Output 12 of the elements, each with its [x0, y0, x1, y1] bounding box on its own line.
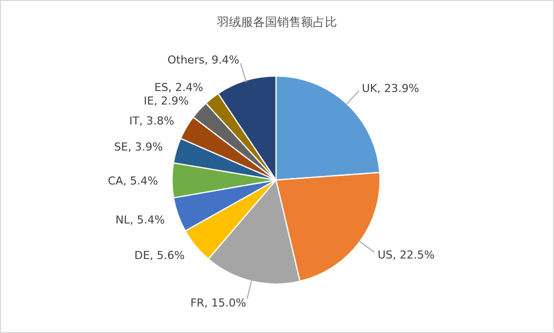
- slice-label: ES, 2.4%: [154, 81, 204, 94]
- slice-label: CA, 5.4%: [108, 174, 158, 188]
- slice-label: UK, 23.9%: [362, 82, 420, 95]
- slice-label: US, 22.5%: [378, 248, 435, 262]
- slice-label: IT, 3.8%: [129, 114, 174, 128]
- slice-label: DE, 5.6%: [134, 248, 185, 262]
- slice-label: IE, 2.9%: [144, 94, 189, 108]
- slice-label: SE, 3.9%: [114, 140, 163, 154]
- chart-title: 羽绒服各国销售额占比: [216, 15, 337, 29]
- slice-label: NL, 5.4%: [116, 214, 165, 227]
- slice-label: Others, 9.4%: [167, 53, 240, 66]
- slice-label: FR, 15.0%: [190, 296, 246, 310]
